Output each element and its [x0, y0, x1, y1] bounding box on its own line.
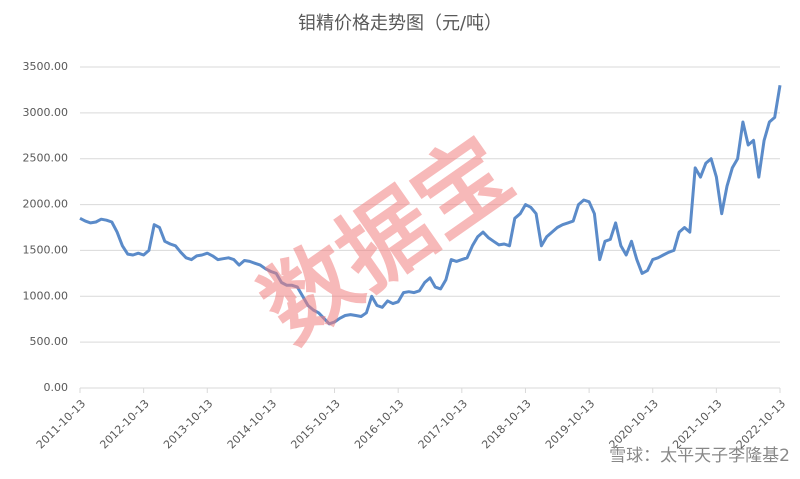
- y-tick-label: 3500.00: [23, 60, 69, 73]
- source-note: 雪球：太平天子李隆基2: [609, 446, 790, 466]
- y-tick-label: 2000.00: [23, 198, 69, 211]
- x-tick-label: 2016-10-13: [352, 397, 406, 451]
- y-tick-label: 2500.00: [23, 152, 69, 165]
- x-tick-label: 2022-10-13: [734, 397, 788, 451]
- y-tick-label: 1500.00: [23, 243, 69, 256]
- y-tick-label: 1000.00: [23, 289, 69, 302]
- x-tick-label: 2020-10-13: [607, 397, 661, 451]
- y-tick-label: 3000.00: [23, 106, 69, 119]
- x-tick-label: 2013-10-13: [161, 397, 215, 451]
- x-tick-label: 2017-10-13: [416, 397, 470, 451]
- x-tick-label: 2015-10-13: [288, 397, 342, 451]
- x-tick-label: 2014-10-13: [225, 397, 279, 451]
- watermark: 数据宝: [243, 117, 530, 363]
- x-tick-label: 2011-10-13: [34, 397, 88, 451]
- y-tick-label: 0.00: [44, 381, 69, 394]
- x-tick-label: 2018-10-13: [479, 397, 533, 451]
- x-tick-label: 2021-10-13: [670, 397, 724, 451]
- x-tick-label: 2019-10-13: [543, 397, 597, 451]
- chart-title: 钼精价格走势图（元/吨）: [298, 13, 502, 34]
- x-tick-label: 2012-10-13: [97, 397, 151, 451]
- price-line: [79, 85, 782, 326]
- y-tick-label: 500.00: [30, 335, 69, 348]
